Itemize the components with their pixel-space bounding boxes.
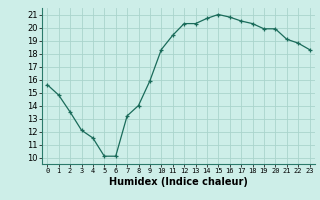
X-axis label: Humidex (Indice chaleur): Humidex (Indice chaleur) (109, 177, 248, 187)
